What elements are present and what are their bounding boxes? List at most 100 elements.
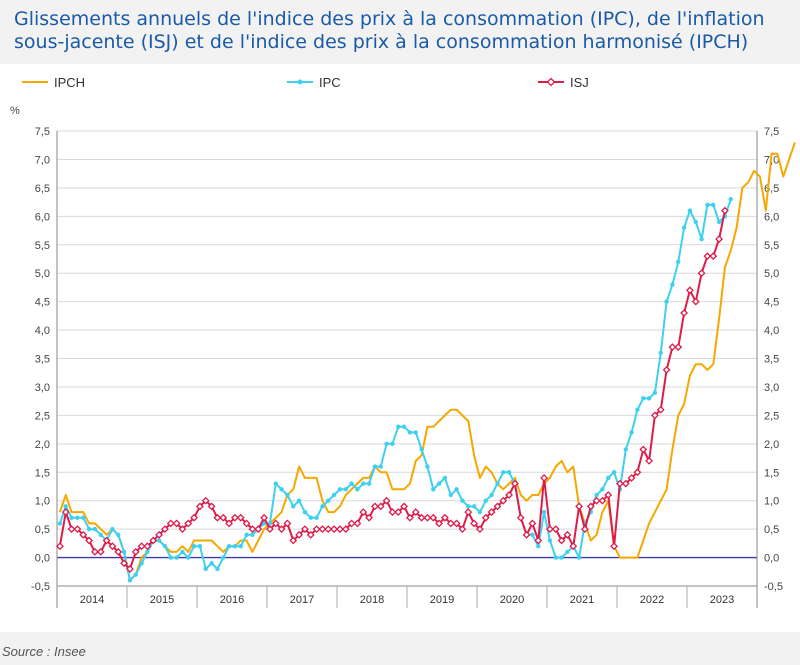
data-point-ipc xyxy=(238,543,243,549)
y-tick-label-right: 6,0 xyxy=(764,211,779,223)
y-tick-label-right: 3,0 xyxy=(764,382,779,394)
data-point-isj xyxy=(639,445,648,454)
data-point-isj xyxy=(575,502,584,511)
y-tick-label-right: 5,0 xyxy=(764,268,779,280)
data-point-isj xyxy=(195,502,204,511)
y-tick-label-right: 1,0 xyxy=(764,496,779,508)
data-point-ipc xyxy=(547,538,553,543)
data-point-isj xyxy=(516,513,525,522)
legend-marker-isj xyxy=(546,77,556,87)
data-point-isj xyxy=(85,536,94,545)
data-point-isj xyxy=(265,525,274,534)
data-point-ipc xyxy=(215,566,220,572)
data-point-isj xyxy=(90,547,99,556)
data-point-isj xyxy=(615,479,624,488)
data-point-ipc xyxy=(326,498,331,503)
data-point-ipc xyxy=(355,487,360,492)
data-point-isj xyxy=(610,542,619,551)
x-tick-label: 2022 xyxy=(640,594,664,606)
data-point-ipc xyxy=(431,487,436,492)
data-point-ipc xyxy=(285,492,290,498)
data-point-ipc xyxy=(226,543,232,549)
data-point-isj xyxy=(650,411,659,420)
data-point-isj xyxy=(120,559,129,568)
data-point-ipc xyxy=(466,504,471,509)
data-point-ipc xyxy=(670,282,675,287)
data-point-ipc xyxy=(611,470,617,475)
data-point-isj xyxy=(125,565,134,573)
y-tick-label-left: -0,5 xyxy=(31,581,50,593)
data-point-ipc xyxy=(448,492,453,498)
data-point-ipc xyxy=(75,515,80,520)
x-tick-label: 2020 xyxy=(500,594,524,606)
y-tick-label-right: 5,5 xyxy=(764,240,779,252)
x-tick-label: 2015 xyxy=(150,594,174,606)
data-point-ipc xyxy=(162,543,168,549)
legend-marker-ipc xyxy=(297,79,303,85)
data-point-isj xyxy=(528,519,537,528)
x-tick-label: 2016 xyxy=(220,594,244,606)
data-point-ipc xyxy=(641,396,646,401)
y-tick-label-right: 2,5 xyxy=(764,410,779,422)
y-tick-label-left: 0,0 xyxy=(35,553,50,565)
data-point-ipc xyxy=(658,350,663,356)
line-chart: -0,5 -0,5 0,0 0,0 0,5 0,5 1,0 1,0 1,5 1,5 2,0 2,0 2,… xyxy=(10,75,796,608)
y-tick-label-right: 2,0 xyxy=(764,439,779,451)
data-point-ipc xyxy=(221,555,226,560)
x-tick-label: 2021 xyxy=(570,594,594,606)
data-point-ipc xyxy=(197,543,203,549)
data-point-isj xyxy=(458,525,467,534)
data-point-ipc xyxy=(401,424,407,429)
data-point-ipc xyxy=(372,464,378,469)
data-point-ipc xyxy=(156,538,162,543)
data-point-ipc xyxy=(279,487,284,492)
x-tick-label: 2023 xyxy=(710,594,734,606)
data-point-ipc xyxy=(127,578,133,583)
data-point-ipc xyxy=(390,441,395,447)
data-point-isj xyxy=(429,513,438,522)
data-point-isj xyxy=(143,542,152,551)
data-point-ipc xyxy=(436,481,442,486)
data-point-ipc xyxy=(302,509,308,515)
data-point-isj xyxy=(155,530,164,539)
data-point-isj xyxy=(219,513,228,522)
data-point-isj xyxy=(213,513,222,522)
data-point-isj xyxy=(365,513,374,522)
y-tick-label-right: 7,5 xyxy=(764,126,779,138)
data-point-isj xyxy=(662,365,671,374)
data-point-ipc xyxy=(483,498,488,503)
data-point-ipc xyxy=(699,236,704,242)
legend-label-ipch: IPCH xyxy=(54,75,85,90)
data-point-isj xyxy=(370,502,379,511)
data-point-isj xyxy=(283,519,292,528)
data-point-isj xyxy=(534,536,543,545)
data-point-ipc xyxy=(81,515,86,520)
data-point-ipc xyxy=(501,470,506,475)
data-point-isj xyxy=(499,496,508,505)
data-point-isj xyxy=(545,525,554,534)
data-point-ipc xyxy=(209,561,214,566)
x-tick-label: 2019 xyxy=(430,594,454,606)
data-point-ipc xyxy=(495,481,500,486)
data-point-ipc xyxy=(407,430,413,435)
data-point-ipc xyxy=(361,481,366,486)
data-point-isj xyxy=(633,468,642,477)
data-point-ipc xyxy=(145,549,150,555)
data-point-ipc xyxy=(576,555,582,560)
data-point-isj xyxy=(353,519,362,528)
data-point-ipc xyxy=(425,464,430,469)
data-point-isj xyxy=(172,519,181,528)
data-point-isj xyxy=(102,536,111,545)
data-point-ipc xyxy=(191,543,197,549)
data-point-isj xyxy=(318,525,327,534)
source-note: Source : Insee xyxy=(2,644,86,659)
y-tick-label-left: 1,5 xyxy=(35,467,50,479)
data-point-isj xyxy=(604,491,613,499)
data-point-isj xyxy=(178,525,187,534)
data-point-ipc xyxy=(133,572,138,577)
data-point-isj xyxy=(394,508,403,516)
data-point-isj xyxy=(435,519,444,528)
data-point-isj xyxy=(691,297,700,306)
x-tick-label: 2018 xyxy=(360,594,384,606)
data-point-isj xyxy=(522,530,531,539)
